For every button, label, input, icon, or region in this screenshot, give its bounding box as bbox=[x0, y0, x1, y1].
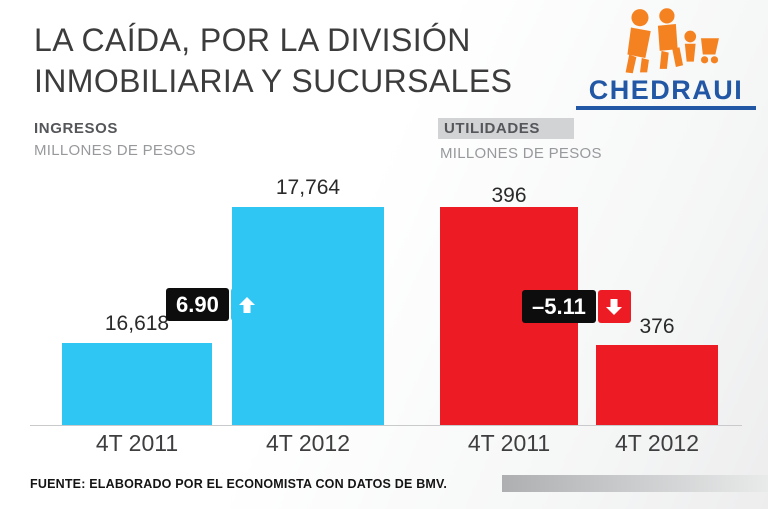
bar-value-label: 396 bbox=[491, 184, 527, 207]
arrow-down-icon bbox=[597, 290, 631, 323]
change-value-label: 6.90 bbox=[166, 288, 229, 321]
change-badge-ingresos: 6.90 bbox=[166, 288, 264, 321]
source-note: FUENTE: ELABORADO POR EL ECONOMISTA CON … bbox=[30, 477, 448, 491]
utilidades-heading: UTILIDADES bbox=[438, 118, 574, 139]
x-axis-label: 4T 2011 bbox=[95, 430, 179, 456]
x-axis-label: 4T 2012 bbox=[615, 430, 699, 456]
chedraui-logo-underline bbox=[576, 106, 756, 110]
page-title-line1: LA CAÍDA, POR LA DIVISIÓN bbox=[34, 22, 471, 58]
ingresos-heading: INGRESOS bbox=[34, 120, 118, 137]
page-title: LA CAÍDA, POR LA DIVISIÓN INMOBILIARIA Y… bbox=[34, 20, 512, 102]
bar-value-label: 16,618 bbox=[104, 312, 170, 335]
change-value-label: –5.11 bbox=[522, 290, 596, 323]
bar-ingresos-4t-2011 bbox=[62, 343, 212, 425]
bar-value-label: 17,764 bbox=[275, 176, 341, 199]
page-title-line2: INMOBILIARIA Y SUCURSALES bbox=[34, 63, 513, 99]
x-axis-baseline bbox=[30, 425, 742, 426]
change-badge-utilidades: –5.11 bbox=[522, 290, 631, 323]
x-axis-label: 4T 2012 bbox=[266, 430, 350, 456]
arrow-up-icon bbox=[230, 288, 264, 321]
chedraui-logo: CHEDRAUI bbox=[576, 6, 756, 110]
family-with-shopping-cart-icon bbox=[625, 8, 719, 74]
ingresos-subheading: MILLONES DE PESOS bbox=[34, 142, 196, 159]
x-axis-label: 4T 2011 bbox=[467, 430, 551, 456]
chedraui-logo-text: CHEDRAUI bbox=[588, 75, 744, 105]
bar-value-label: 376 bbox=[639, 315, 675, 338]
utilidades-subheading: MILLONES DE PESOS bbox=[440, 145, 602, 162]
bar-utilidades-4t-2012 bbox=[596, 345, 718, 425]
footer-divider-strip bbox=[502, 475, 768, 492]
